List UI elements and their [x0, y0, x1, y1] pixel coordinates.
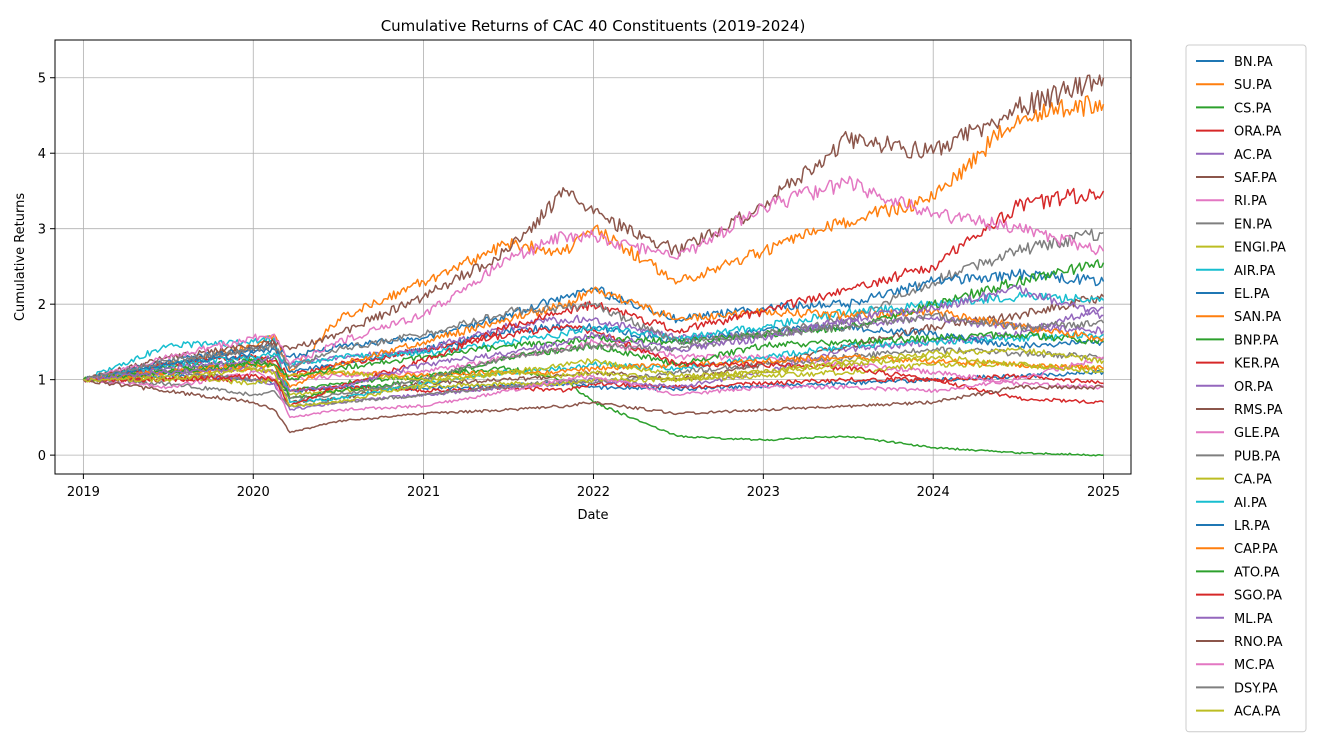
legend-entry: CS.PA — [1234, 101, 1271, 116]
series-line-aca-pa — [83, 346, 1105, 408]
y-tick-label: 1 — [38, 374, 46, 389]
legend-entry: GLE.PA — [1234, 426, 1280, 441]
x-tick-label: 2020 — [237, 485, 270, 500]
series-line-ato-pa — [82, 259, 1105, 382]
y-tick-label: 2 — [38, 298, 46, 313]
legend-entry: SGO.PA — [1234, 589, 1282, 604]
legend-entry: SAN.PA — [1234, 310, 1281, 325]
x-tick-label: 2023 — [747, 485, 780, 500]
legend-entry: OR.PA — [1234, 380, 1273, 395]
y-axis-label: Cumulative Returns — [13, 193, 28, 321]
legend-entry: EL.PA — [1234, 287, 1270, 302]
legend-entry: RMS.PA — [1234, 403, 1283, 418]
x-axis-label: Date — [577, 508, 608, 523]
legend-entry: EN.PA — [1234, 217, 1272, 232]
legend-entry: AIR.PA — [1234, 264, 1275, 279]
legend-entry: SU.PA — [1234, 78, 1272, 93]
legend-entry: PUB.PA — [1234, 449, 1280, 464]
legend-entry: LR.PA — [1234, 519, 1270, 534]
x-tick-label: 2022 — [577, 485, 610, 500]
legend-entry: MC.PA — [1234, 658, 1274, 673]
series-line-en-pa — [82, 346, 1105, 408]
legend-entry: RI.PA — [1234, 194, 1267, 209]
legend-entry: BN.PA — [1234, 55, 1273, 70]
series-line-air-pa — [83, 331, 1104, 404]
series-line-mc-pa — [83, 175, 1105, 382]
y-tick-label: 5 — [38, 72, 46, 87]
x-tick-label: 2021 — [407, 485, 440, 500]
series-line-rno-pa — [82, 379, 1104, 434]
legend-entry: ENGI.PA — [1234, 241, 1286, 256]
y-tick-label: 3 — [38, 223, 46, 238]
legend-entry: ML.PA — [1234, 612, 1273, 627]
legend-entry: SAF.PA — [1234, 171, 1277, 186]
axis-ticks: 2019 2020 2021 2022 2023 2024 2025 0 1 2 3 4 5 — [38, 72, 1120, 500]
legend-box — [1185, 44, 1307, 733]
series-line-or-pa — [83, 314, 1105, 382]
legend-entry: KER.PA — [1234, 357, 1279, 372]
legend-entry: RNO.PA — [1234, 635, 1283, 650]
y-tick-label: 0 — [38, 449, 46, 464]
series-line-gle-pa — [83, 356, 1104, 419]
legend: BN.PA SU.PA CS.PA ORA.PA AC.PA SAF.PA RI.PA EN.… — [1185, 44, 1307, 733]
series-line-rms-pa — [83, 74, 1105, 381]
legend-entry: AC.PA — [1234, 148, 1272, 163]
chart-title: Cumulative Returns of CAC 40 Constituent… — [381, 17, 806, 35]
legend-entry: ACA.PA — [1234, 705, 1281, 720]
legend-entry: CA.PA — [1234, 473, 1272, 488]
legend-entry: BNP.PA — [1234, 333, 1279, 348]
legend-entry: ORA.PA — [1234, 125, 1282, 140]
x-tick-label: 2024 — [917, 485, 950, 500]
legend-entry: AI.PA — [1234, 496, 1267, 511]
x-tick-label: 2019 — [67, 485, 100, 500]
x-tick-label: 2025 — [1087, 485, 1120, 500]
series-lines — [82, 74, 1105, 457]
y-tick-label: 4 — [38, 147, 46, 162]
legend-entry: CAP.PA — [1234, 542, 1278, 557]
legend-entry: DSY.PA — [1234, 681, 1278, 696]
series-line-ca-pa — [83, 354, 1104, 386]
series-line-dsy-pa — [83, 301, 1105, 381]
legend-entry: ATO.PA — [1234, 565, 1280, 580]
